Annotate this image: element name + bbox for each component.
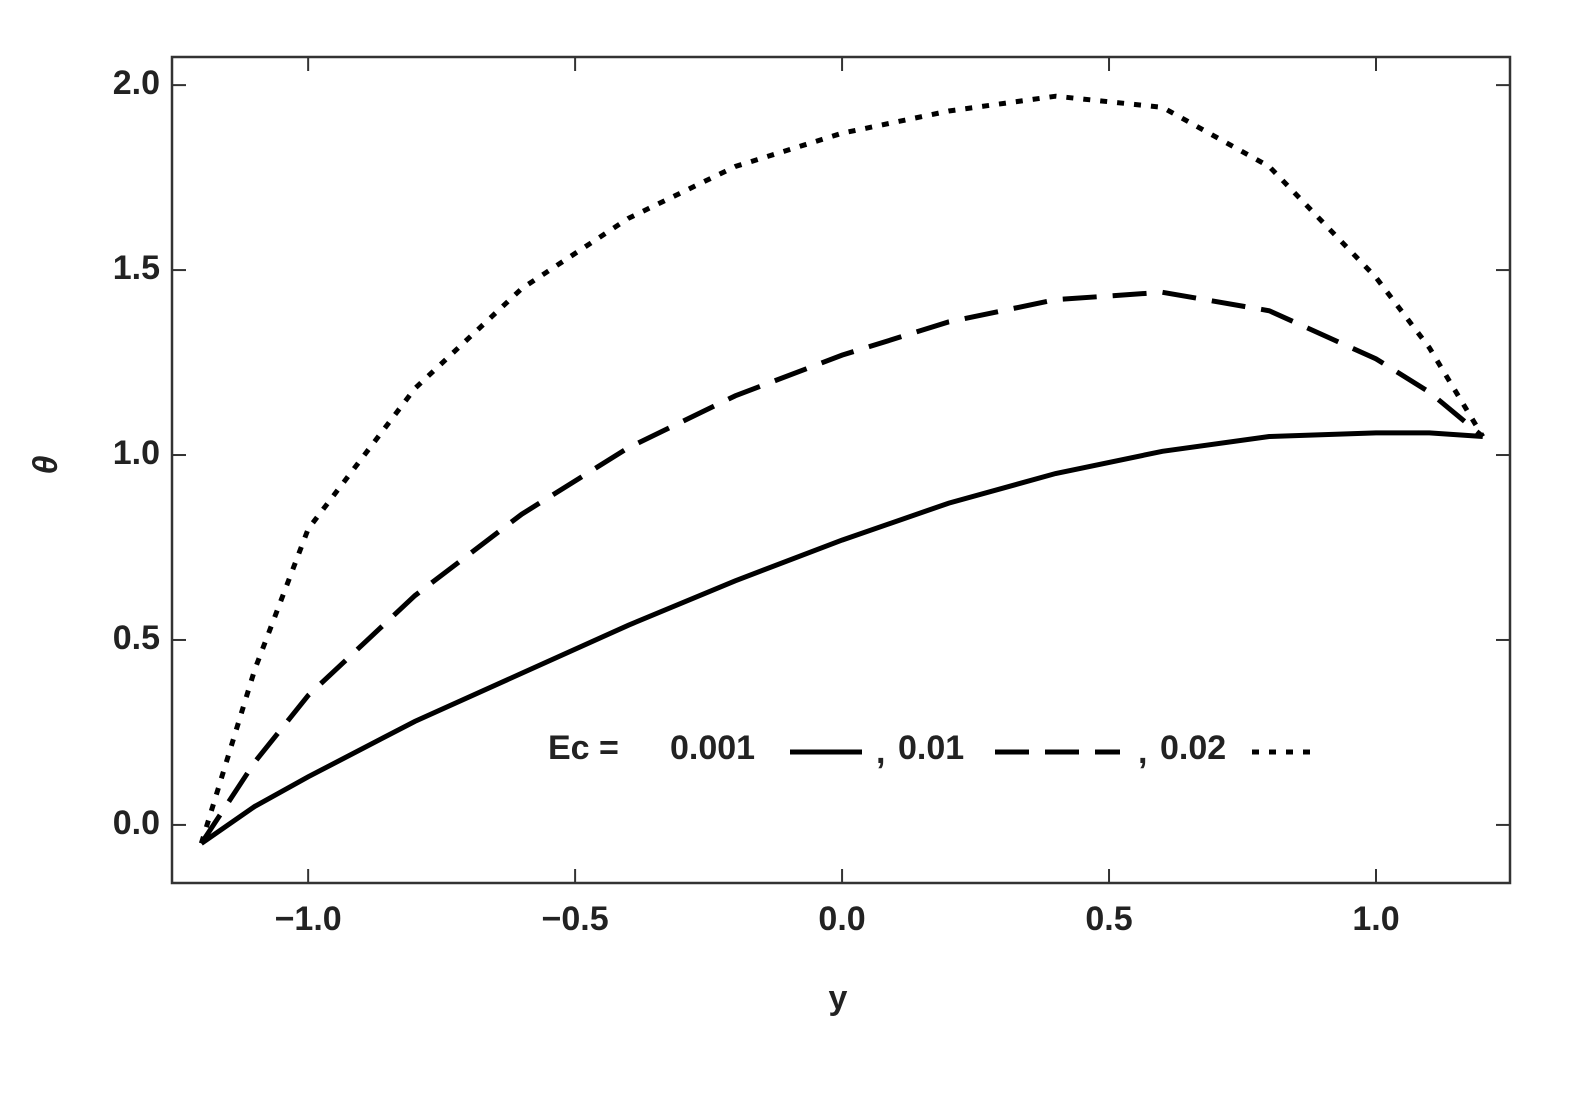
legend-label: 0.001 — [670, 729, 755, 767]
y-tick-label: 1.5 — [113, 249, 160, 287]
series-line — [199, 430, 1483, 846]
y-tick-label: 0.0 — [113, 804, 160, 842]
y-tick-label: 0.5 — [113, 619, 160, 657]
legend-title: Ec = — [548, 729, 619, 767]
legend-label: 0.01 — [898, 729, 964, 767]
series-line — [199, 289, 1485, 845]
series-line — [198, 93, 1485, 845]
y-tick-label: 1.0 — [113, 434, 160, 472]
legend-label: 0.02 — [1160, 729, 1226, 767]
legend-separator: , — [1138, 733, 1147, 771]
x-tick-label: 0.0 — [818, 900, 865, 938]
x-tick-label: −0.5 — [542, 900, 609, 938]
x-tick-label: −1.0 — [275, 900, 342, 938]
x-tick-label: 1.0 — [1352, 900, 1399, 938]
x-axis-label: y — [829, 979, 848, 1017]
y-axis-label: θ — [27, 455, 65, 474]
y-tick-label: 2.0 — [113, 64, 160, 102]
x-tick-label: 0.5 — [1085, 900, 1132, 938]
plot-frame — [170, 55, 1512, 885]
legend-separator: , — [876, 733, 885, 771]
